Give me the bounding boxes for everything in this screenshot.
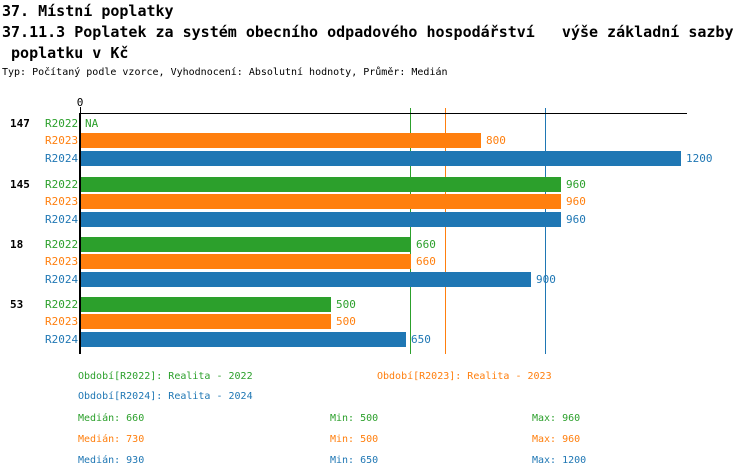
bar-147-r2024 bbox=[81, 150, 681, 166]
stat-median-r2024: Medián: 930 bbox=[78, 455, 145, 466]
bar-value-label: 960 bbox=[566, 195, 586, 208]
x-axis-origin-label: 0 bbox=[76, 96, 84, 109]
bar-value-label: NA bbox=[85, 116, 99, 130]
bar-value-label: 800 bbox=[486, 134, 506, 147]
stat-max-r2023: Max: 960 bbox=[532, 434, 581, 445]
stat-min-r2023: Min: 500 bbox=[330, 434, 379, 445]
bar-value-label: 660 bbox=[416, 255, 436, 268]
bar-18-r2022 bbox=[81, 236, 411, 252]
median-line-r2022 bbox=[410, 108, 411, 354]
bar-18-r2024 bbox=[81, 271, 531, 287]
median-line-r2023 bbox=[445, 108, 446, 354]
bar-series-label: R2022 bbox=[45, 237, 79, 251]
bar-series-label: R2023 bbox=[45, 195, 79, 208]
page-title-line3: poplatku v Kč bbox=[2, 44, 129, 62]
group-label: 145 bbox=[10, 177, 30, 191]
group-label: 18 bbox=[10, 237, 24, 251]
bar-value-label: 500 bbox=[336, 315, 356, 328]
stat-median-r2023: Medián: 730 bbox=[78, 434, 145, 445]
bar-series-label: R2023 bbox=[45, 255, 79, 268]
bar-53-r2024 bbox=[81, 331, 406, 347]
bar-series-label: R2022 bbox=[45, 297, 79, 311]
bar-series-label: R2022 bbox=[45, 116, 79, 130]
bar-53-r2022 bbox=[81, 296, 331, 312]
bar-series-label: R2024 bbox=[45, 272, 79, 286]
median-line-r2024 bbox=[545, 108, 546, 354]
stat-max-r2024: Max: 1200 bbox=[532, 455, 587, 466]
report-meta: Typ: Počítaný podle vzorce, Vyhodnocení:… bbox=[2, 67, 448, 78]
bar-145-r2024 bbox=[81, 211, 561, 227]
bar-145-r2022 bbox=[81, 176, 561, 192]
stat-min-r2022: Min: 500 bbox=[330, 413, 379, 424]
bar-value-label: 650 bbox=[411, 332, 431, 346]
bar-value-label: 960 bbox=[566, 177, 586, 191]
bar-series-label: R2024 bbox=[45, 151, 79, 165]
bar-145-r2023 bbox=[81, 194, 561, 209]
legend-item-r2023: Období[R2023]: Realita - 2023 bbox=[377, 371, 552, 382]
stat-min-r2024: Min: 650 bbox=[330, 455, 379, 466]
page-title: 37. Místní poplatky bbox=[2, 2, 174, 20]
stat-max-r2022: Max: 960 bbox=[532, 413, 581, 424]
x-axis-line bbox=[80, 113, 687, 114]
bar-value-label: 500 bbox=[336, 297, 356, 311]
bar-series-label: R2024 bbox=[45, 332, 79, 346]
bar-18-r2023 bbox=[81, 254, 411, 269]
stat-median-r2022: Medián: 660 bbox=[78, 413, 145, 424]
bar-value-label: 1200 bbox=[686, 151, 713, 165]
x-axis-origin-tick bbox=[80, 107, 81, 113]
bar-series-label: R2023 bbox=[45, 315, 79, 328]
bar-series-label: R2023 bbox=[45, 134, 79, 147]
bar-value-label: 660 bbox=[416, 237, 436, 251]
group-label: 147 bbox=[10, 116, 30, 130]
bar-value-label: 900 bbox=[536, 272, 556, 286]
bar-value-label: 960 bbox=[566, 212, 586, 226]
bar-147-r2023 bbox=[81, 133, 481, 148]
bar-series-label: R2024 bbox=[45, 212, 79, 226]
bar-series-label: R2022 bbox=[45, 177, 79, 191]
group-label: 53 bbox=[10, 297, 24, 311]
legend-item-r2024: Období[R2024]: Realita - 2024 bbox=[78, 391, 253, 402]
page-title-line2: 37.11.3 Poplatek za systém obecního odpa… bbox=[2, 23, 734, 41]
y-axis-line bbox=[79, 113, 81, 354]
legend-item-r2022: Období[R2022]: Realita - 2022 bbox=[78, 371, 253, 382]
bar-53-r2023 bbox=[81, 314, 331, 329]
